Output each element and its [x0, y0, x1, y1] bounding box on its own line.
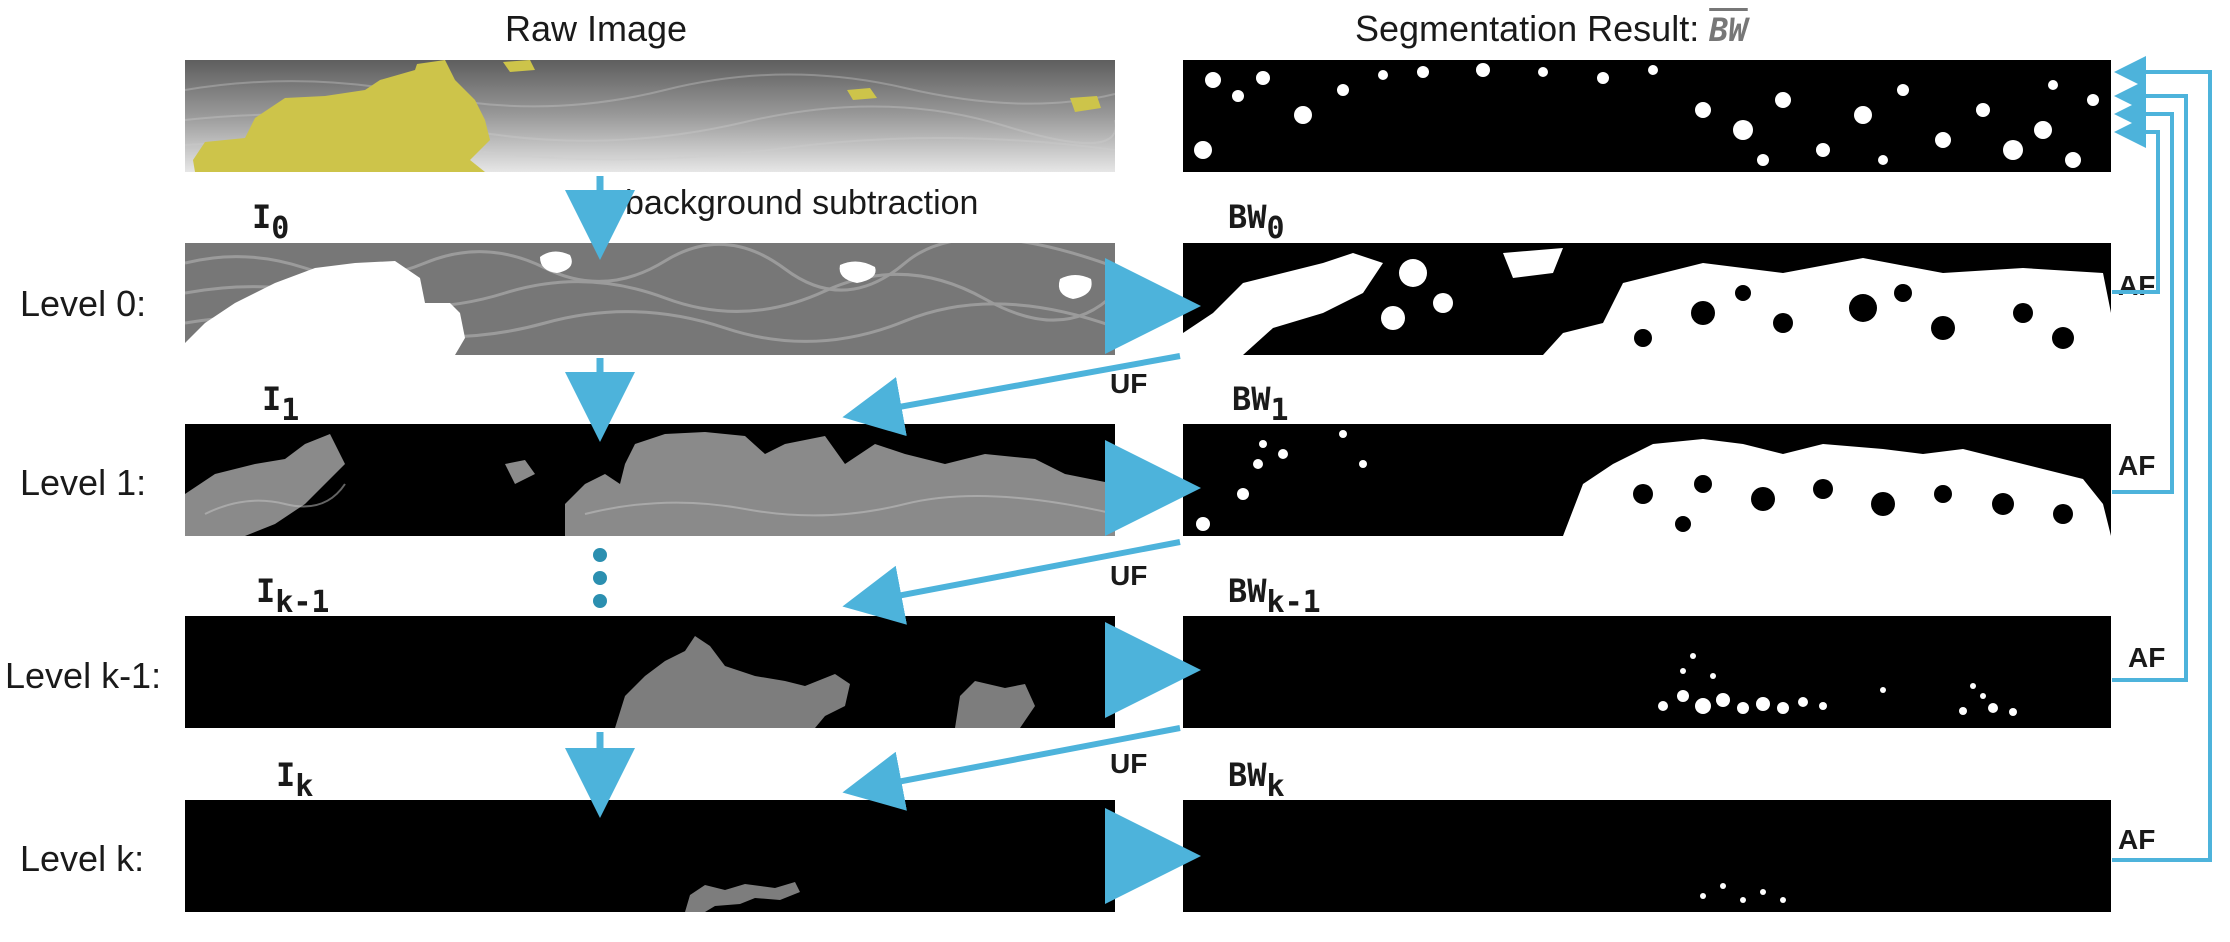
- i0-label: I0: [252, 198, 290, 246]
- bwk-1-label: BWk-1: [1228, 572, 1321, 620]
- bw0-label: BW0: [1228, 198, 1285, 246]
- bw0-panel: [1183, 243, 2111, 355]
- level-0-white-blob-2: [839, 261, 876, 283]
- af-label-2: AF: [2128, 642, 2166, 673]
- raw-highlight-small-3: [1070, 96, 1101, 112]
- ellipsis-dot-2: [593, 571, 607, 585]
- raw-highlight-region: [193, 60, 490, 172]
- raw-highlight-small-2: [847, 88, 877, 100]
- level-1-label: Level 1:: [20, 462, 147, 503]
- bw1-panel: [1183, 424, 2111, 536]
- uf-label-1: UF: [1110, 560, 1148, 591]
- level-k-image: [185, 800, 1115, 912]
- level-0-white-region: [185, 261, 465, 355]
- bwk-1-panel: [1183, 616, 2111, 728]
- level-k-gray-region: [685, 882, 800, 912]
- bwk-label: BWk: [1228, 756, 1285, 804]
- level-k-1-label: Level k-1:: [5, 655, 162, 696]
- level-k-label: Level k:: [20, 838, 145, 879]
- bw1-label: BW1: [1232, 380, 1289, 428]
- level-0-image: [185, 243, 1115, 355]
- af-label-3: AF: [2118, 824, 2156, 855]
- segmentation-result-title: Segmentation Result: BW: [1355, 8, 1748, 50]
- bwk-panel: [1183, 800, 2111, 912]
- af-loop-1: [2112, 98, 2174, 494]
- bw-bar-symbol: BW: [1709, 11, 1748, 49]
- segmentation-title-text: Segmentation Result:: [1355, 8, 1710, 49]
- af-label-0: AF: [2118, 270, 2156, 301]
- raw-image-panel: [185, 60, 1115, 172]
- raw-highlight-small-1: [503, 60, 535, 72]
- background-subtraction-label: background subtraction: [625, 184, 979, 222]
- segmentation-result-panel: [1183, 60, 2111, 172]
- uf-label-2: UF: [1110, 748, 1148, 779]
- level-0-white-blob-3: [1058, 275, 1092, 299]
- af-loop-2: [2112, 80, 2188, 682]
- level-0-label: Level 0:: [20, 283, 147, 324]
- ik-1-label: Ik-1: [256, 572, 330, 620]
- af-label-1: AF: [2118, 450, 2156, 481]
- ellipsis-dot-1: [593, 548, 607, 562]
- level-1-image: [185, 424, 1115, 536]
- raw-image-title: Raw Image: [505, 8, 688, 49]
- level-0-white-blob-1: [540, 251, 572, 273]
- ellipsis-dot-3: [593, 594, 607, 608]
- i1-label: I1: [262, 380, 300, 428]
- af-loop-0: [2112, 116, 2160, 294]
- level-k-1-image: [185, 616, 1115, 728]
- ik-label: Ik: [276, 756, 314, 804]
- uf-label-0: UF: [1110, 368, 1148, 399]
